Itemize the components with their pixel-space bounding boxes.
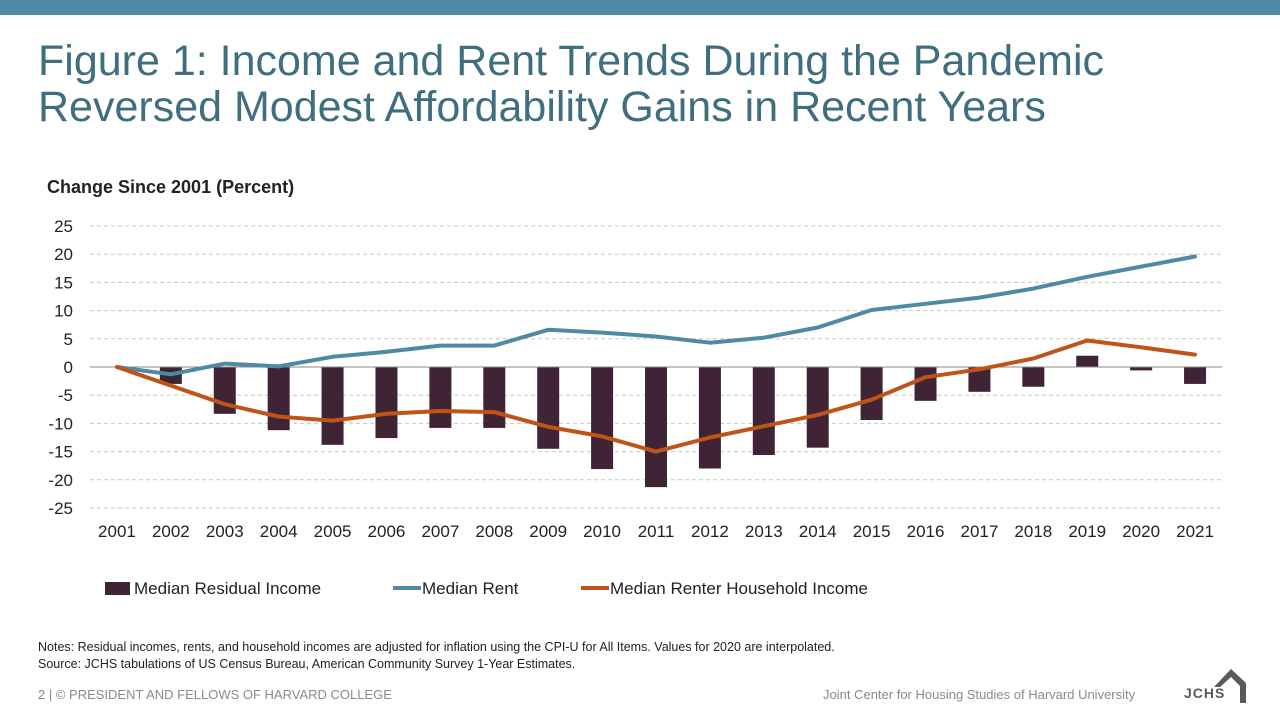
x-tick-label: 2012 — [691, 522, 729, 541]
y-tick-label: 10 — [54, 302, 73, 321]
line-median-renter-household-income — [115, 338, 1197, 454]
bar-2009 — [537, 367, 560, 449]
bar-2013 — [752, 367, 775, 455]
x-tick-label: 2014 — [799, 522, 837, 541]
line-median-rent — [115, 254, 1197, 377]
x-tick-label: 2018 — [1014, 522, 1052, 541]
notes: Notes: Residual incomes, rents, and hous… — [38, 639, 835, 673]
page-title: Figure 1: Income and Rent Trends During … — [38, 38, 1238, 130]
y-tick-label: 5 — [64, 330, 73, 349]
y-tick-label: 25 — [54, 217, 73, 236]
y-tick-label: -10 — [48, 414, 73, 433]
legend-swatch-median-residual-income — [105, 582, 130, 595]
organization-footer: Joint Center for Housing Studies of Harv… — [823, 687, 1136, 702]
x-tick-label: 2020 — [1122, 522, 1160, 541]
legend-label-median-residual-income: Median Residual Income — [134, 579, 321, 598]
x-tick-label: 2001 — [98, 522, 136, 541]
x-tick-label: 2019 — [1068, 522, 1106, 541]
y-tick-label: -20 — [48, 471, 73, 490]
copyright-footer: 2 | © PRESIDENT AND FELLOWS OF HARVARD C… — [38, 687, 392, 702]
house-logo-icon — [1214, 669, 1246, 703]
bar-2007 — [429, 367, 452, 428]
bar-2010 — [591, 367, 614, 470]
title-line-2: Reversed Modest Affordability Gains in R… — [38, 83, 1046, 131]
legend-label-median-rent: Median Rent — [422, 579, 519, 598]
y-tick-label: -25 — [48, 499, 73, 518]
title-line-1: Figure 1: Income and Rent Trends During … — [38, 37, 1105, 85]
x-tick-label: 2017 — [961, 522, 999, 541]
bar-2012 — [698, 367, 721, 469]
x-tick-label: 2006 — [368, 522, 406, 541]
bar-2005 — [321, 367, 344, 445]
y-tick-label: -5 — [58, 386, 73, 405]
legend-label-median-renter-household-income: Median Renter Household Income — [610, 579, 868, 598]
y-tick-label: 0 — [64, 358, 73, 377]
x-tick-label: 2015 — [853, 522, 891, 541]
bar-2015 — [860, 367, 883, 421]
x-tick-label: 2009 — [529, 522, 567, 541]
bar-2021 — [1184, 367, 1207, 384]
x-tick-label: 2016 — [907, 522, 945, 541]
bar-2020 — [1130, 367, 1153, 371]
bar-2017 — [968, 367, 991, 392]
y-axis-title: Change Since 2001 (Percent) — [47, 177, 295, 197]
x-tick-label: 2007 — [421, 522, 459, 541]
y-tick-label: 15 — [54, 273, 73, 292]
logo-text: JCHS — [1184, 685, 1226, 701]
x-tick-label: 2013 — [745, 522, 783, 541]
top-accent-bar — [0, 0, 1280, 15]
x-tick-label: 2021 — [1176, 522, 1214, 541]
bar-2019 — [1076, 355, 1099, 367]
x-tick-label: 2005 — [314, 522, 352, 541]
source-line: Source: JCHS tabulations of US Census Bu… — [38, 657, 576, 671]
x-tick-label: 2004 — [260, 522, 298, 541]
bar-2014 — [806, 367, 829, 448]
jchs-logo: JCHS — [1184, 665, 1248, 705]
bar-2006 — [375, 367, 398, 439]
bar-2008 — [483, 367, 506, 428]
y-tick-label: 20 — [54, 245, 73, 264]
bar-2011 — [645, 367, 667, 488]
y-tick-label: -15 — [48, 443, 73, 462]
x-tick-label: 2011 — [638, 522, 675, 541]
bar-2004 — [267, 367, 290, 431]
x-tick-label: 2002 — [152, 522, 190, 541]
x-tick-label: 2003 — [206, 522, 244, 541]
x-tick-label: 2008 — [475, 522, 513, 541]
bar-2016 — [914, 367, 937, 401]
x-tick-label: 2010 — [583, 522, 621, 541]
bar-2018 — [1022, 367, 1045, 387]
notes-line: Notes: Residual incomes, rents, and hous… — [38, 640, 835, 654]
